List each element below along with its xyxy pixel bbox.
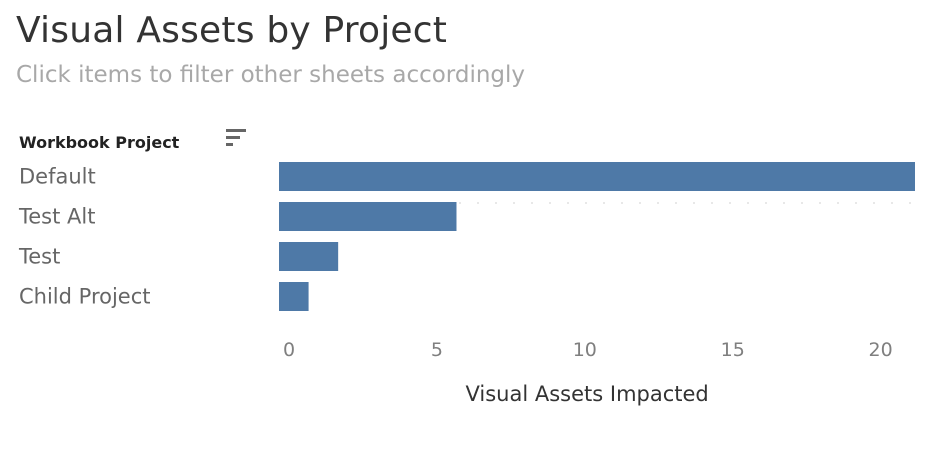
x-tick-label: 5 xyxy=(431,339,443,361)
bar-default[interactable] xyxy=(279,162,915,191)
x-tick-label: 20 xyxy=(869,339,893,361)
category-label[interactable]: Test Alt xyxy=(18,205,95,229)
sort-descending-icon[interactable] xyxy=(226,128,246,148)
bar-child-project[interactable] xyxy=(279,282,309,311)
x-tick-label: 15 xyxy=(721,339,745,361)
workbook-project-header: Workbook Project xyxy=(19,133,180,152)
x-axis-title: Visual Assets Impacted xyxy=(465,382,709,406)
sheet-subtitle: Click items to filter other sheets accor… xyxy=(16,62,526,88)
bar-test[interactable] xyxy=(279,242,339,271)
bar-test-alt[interactable] xyxy=(279,202,457,231)
sheet-title: Visual Assets by Project xyxy=(16,10,448,51)
category-label[interactable]: Child Project xyxy=(19,285,151,309)
x-tick-label: 0 xyxy=(283,339,295,361)
bar-layer xyxy=(279,162,915,311)
category-label[interactable]: Test xyxy=(18,245,60,269)
x-tick-label: 10 xyxy=(573,339,597,361)
x-axis-tick-layer: 0 5 10 15 20 xyxy=(283,339,893,361)
category-label-layer: Default Test Alt Test Child Project xyxy=(18,165,151,309)
category-label[interactable]: Default xyxy=(19,165,96,189)
